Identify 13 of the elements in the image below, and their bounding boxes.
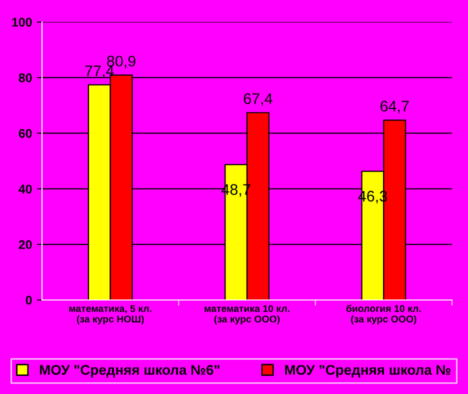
y-tick-label: 60	[18, 129, 32, 138]
data-label: 64,7	[380, 100, 409, 114]
x-tick-label: математика 10 кл. (за курс ООО)	[204, 305, 290, 324]
x-tick-label: биология 10 кл. (за курс ООО)	[346, 304, 421, 324]
y-tick-label: 40	[18, 184, 32, 194]
y-tick-label: 20	[18, 240, 32, 250]
data-label: 67,4	[244, 93, 272, 106]
y-tick-label: 100	[12, 18, 32, 27]
y-tick-label: 80	[18, 73, 32, 82]
legend-label: МОУ "Средняя школа №6"	[40, 364, 220, 378]
legend-label: МОУ "Средняя школа №	[285, 364, 450, 378]
x-tick-label: математика, 5 кл. (за курс НОШ)	[69, 305, 152, 324]
y-tick-label: 0	[26, 296, 32, 305]
